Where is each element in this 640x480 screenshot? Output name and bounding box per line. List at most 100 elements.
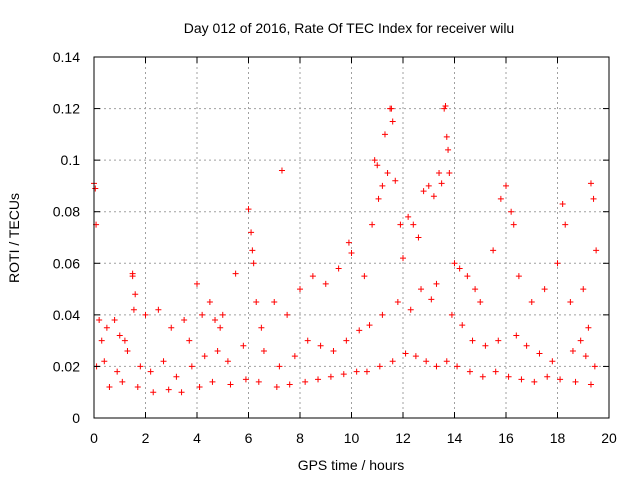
data-point [580,286,587,293]
data-point [376,363,383,370]
data-point [284,311,291,318]
x-tick-label: 14 [447,430,463,446]
grid-layer [94,57,609,418]
data-point [255,378,262,385]
data-point [188,363,195,370]
data-point [371,157,378,164]
data-point [536,350,543,357]
data-point [459,322,466,329]
data-point [309,273,316,280]
data-point [374,162,381,169]
data-point [142,311,149,318]
data-point [297,286,303,293]
data-point [582,353,589,360]
data-point [402,350,409,357]
data-point [116,332,123,339]
y-axis-label: ROTI / TECUs [6,193,22,283]
data-point [155,306,162,313]
data-point [130,306,137,313]
data-point [101,358,108,365]
data-point [407,306,414,313]
data-point [124,347,131,354]
data-point [472,286,479,293]
data-point [271,298,278,305]
data-point [503,182,509,189]
data-point [587,180,594,187]
data-point [428,296,435,303]
data-point [451,260,458,267]
data-point [593,247,600,254]
data-point [250,260,257,267]
data-point [343,337,350,344]
data-point [345,239,352,246]
data-point [96,317,103,324]
data-point [513,332,520,339]
data-point [400,255,406,262]
data-point [366,322,373,329]
data-point [379,311,386,318]
chart-title: Day 012 of 2016, Rate Of TEC Index for r… [184,20,514,36]
data-point [392,177,399,184]
data-point [436,170,443,177]
data-point [482,342,489,349]
data-point [134,384,141,391]
data-point [242,376,249,383]
data-point [340,371,347,378]
data-point [541,286,548,293]
data-point [214,347,221,354]
x-tick-label: 16 [498,430,514,446]
data-point [315,376,322,383]
data-point [245,206,252,213]
data-point [327,373,334,380]
data-point [388,105,395,112]
data-point [248,229,255,236]
data-point [572,378,579,385]
y-tick-label: 0.14 [53,49,80,65]
data-point [260,347,267,354]
data-point [249,247,256,254]
y-tick-label: 0.02 [53,358,80,374]
x-tick-label: 4 [193,430,201,446]
data-point [405,213,412,220]
data-point [531,378,538,385]
data-point [562,221,569,228]
data-point [446,170,453,177]
data-point [510,221,517,228]
data-point [569,347,576,354]
data-point [443,358,450,365]
data-point [240,342,247,349]
data-point [591,363,598,370]
data-point [515,273,522,280]
data-point [129,273,136,280]
data-point [420,188,427,195]
data-point [224,358,231,365]
x-tick-label: 10 [344,430,360,446]
data-point [150,389,157,396]
data-point [490,247,497,254]
data-point [423,358,430,365]
data-point [559,200,566,207]
data-point [111,317,118,324]
data-point [302,378,309,385]
data-point [209,378,216,385]
data-point [389,358,396,365]
data-point [317,342,324,349]
data-point [106,384,113,391]
data-point [119,378,126,385]
data-point [219,311,226,318]
x-tick-label: 0 [90,430,98,446]
data-point [438,180,445,187]
axis-ticks [93,56,610,419]
data-point [363,368,370,375]
data-point [505,373,512,380]
data-point [375,195,382,202]
data-point [194,280,200,287]
data-point [291,353,298,360]
data-point [425,182,432,189]
data-point [178,389,185,396]
data-point [381,131,388,138]
data-point [508,208,515,215]
data-point [121,337,128,344]
data-point [557,376,564,383]
data-point [201,353,208,360]
